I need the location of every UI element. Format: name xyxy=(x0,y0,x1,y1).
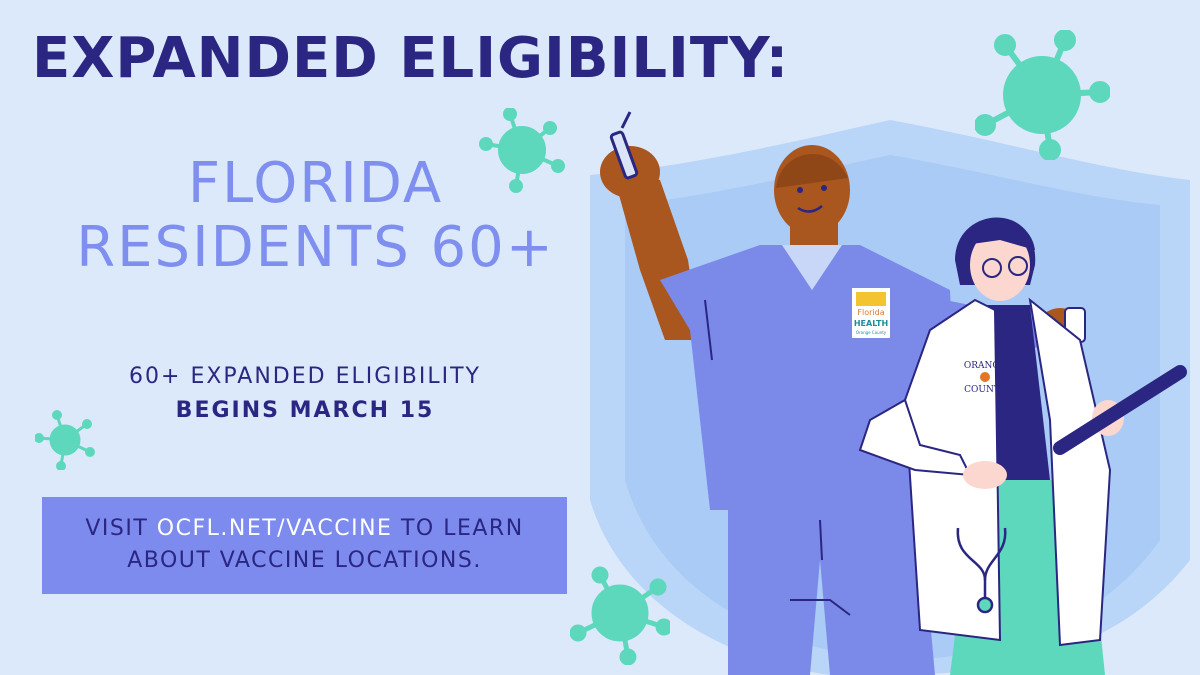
badge-florida: Florida xyxy=(857,308,884,317)
virus-icon xyxy=(35,410,95,470)
cta-suffix: TO LEARN xyxy=(392,516,524,541)
cta-box: VISIT OCFL.NET/VACCINE TO LEARN ABOUT VA… xyxy=(42,497,567,594)
vaccine-link[interactable]: OCFL.NET/VACCINE xyxy=(156,516,393,541)
badge-orange: ORANGE xyxy=(964,361,1006,371)
page-title: EXPANDED ELIGIBILITY: xyxy=(32,26,790,91)
eligibility-date: BEGINS MARCH 15 xyxy=(175,398,435,423)
badge-county-name: COUNTY xyxy=(964,385,1007,395)
badge-health: HEALTH xyxy=(854,319,888,328)
virus-icon xyxy=(570,566,670,665)
cta-line2: ABOUT VACCINE LOCATIONS. xyxy=(127,548,482,573)
clipboard-icon xyxy=(1053,365,1187,455)
stethoscope-icon xyxy=(956,527,1007,614)
cta-line1: VISIT OCFL.NET/VACCINE TO LEARN xyxy=(42,513,567,545)
subheadline: FLORIDA RESIDENTS 60+ xyxy=(38,152,593,280)
badge-county: Orange County xyxy=(856,330,887,335)
virus-icon xyxy=(479,108,565,193)
virus-icon xyxy=(975,30,1110,160)
syringe-icon xyxy=(609,111,639,180)
cta-prefix: VISIT xyxy=(85,516,157,541)
subheadline-line1: FLORIDA xyxy=(187,151,444,216)
doctor-figure: ORANGE COUNTY xyxy=(858,217,1187,675)
subheadline-line2: RESIDENTS 60+ xyxy=(76,215,555,280)
eligibility-text: 60+ EXPANDED ELIGIBILITY xyxy=(129,364,481,389)
